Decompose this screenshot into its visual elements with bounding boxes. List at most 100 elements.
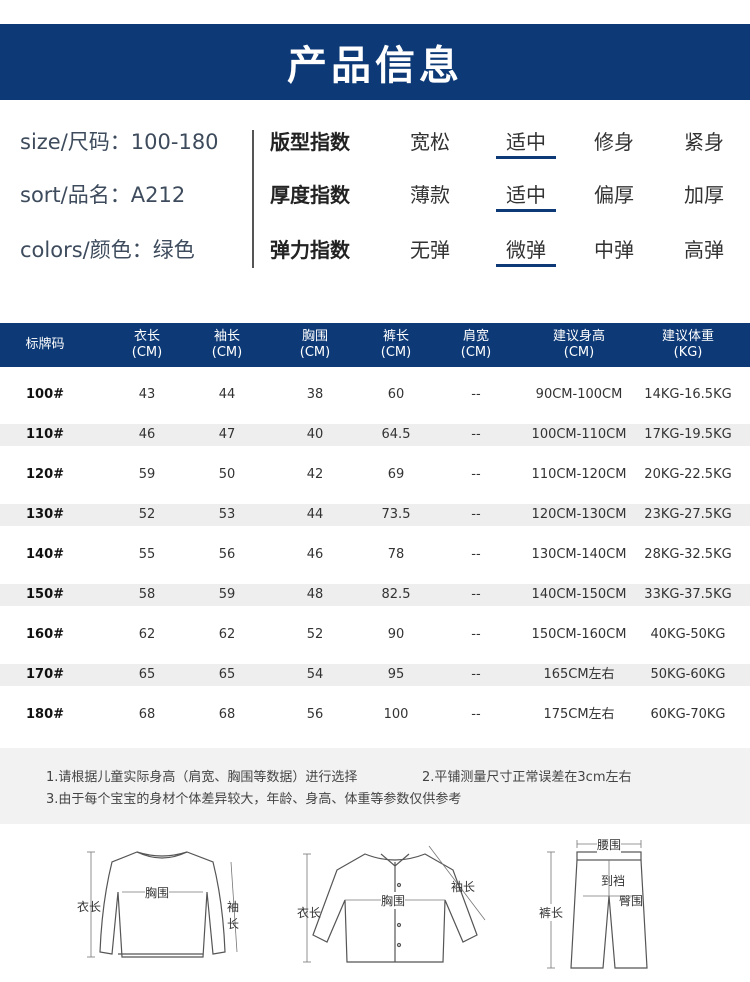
cell-height: 150CM-160CM (531, 627, 627, 642)
cell-size-code: 150# (25, 587, 65, 602)
table-row: 100# 43 44 38 60 -- 90CM-100CM 14KG-16.5KG (0, 384, 750, 406)
page-title: 产品信息 (287, 43, 463, 89)
header-unit: (CM) (380, 345, 412, 360)
cell-weight: 17KG-19.5KG (644, 427, 732, 442)
cell-shoulder: -- (471, 467, 481, 482)
product-info: size/尺码：100-180 sort/品名：A212 colors/颜色：绿… (0, 112, 750, 272)
cell-length: 65 (138, 667, 156, 682)
pants-illustration (547, 840, 648, 969)
note-2: 2.平铺测量尺寸正常误差在3cm左右 (422, 770, 632, 785)
header-chest: 胸围 (CM) (278, 323, 352, 367)
jacket-length-label: 衣长 (297, 906, 322, 920)
elasticity-index-label: 弹力指数 (270, 238, 350, 262)
note-1: 1.请根据儿童实际身高（肩宽、胸围等数据）进行选择 (46, 770, 358, 785)
cell-height: 165CM左右 (543, 667, 615, 682)
cell-pants-length: 73.5 (381, 507, 411, 522)
jacket-sleeve-label: 袖长 (451, 880, 476, 894)
cell-length: 68 (138, 707, 156, 722)
cell-weight: 14KG-16.5KG (644, 387, 732, 402)
header-unit: (CM) (131, 345, 163, 360)
cell-height: 110CM-120CM (531, 467, 627, 482)
header-weight: 建议体重 (KG) (636, 323, 740, 367)
table-row: 180# 68 68 56 100 -- 175CM左右 60KG-70KG (0, 704, 750, 726)
cell-chest: 46 (306, 547, 324, 562)
cell-weight: 40KG-50KG (650, 627, 726, 642)
header-text: 肩宽 (462, 329, 489, 344)
cell-length: 58 (138, 587, 156, 602)
table-row: 120# 59 50 42 69 -- 110CM-120CM 20KG-22.5KG (0, 464, 750, 486)
pants-diagram: 腰围 到裆 臀围 裤长 (535, 836, 665, 976)
header-text: 胸围 (301, 329, 328, 344)
shirt-chest-label: 胸围 (145, 884, 170, 901)
cell-shoulder: -- (471, 627, 481, 642)
fit-option-selected: 适中 (496, 126, 556, 159)
cell-height: 175CM左右 (543, 707, 615, 722)
pants-length-label: 裤长 (539, 904, 564, 921)
title-banner: 产品信息 (0, 24, 750, 100)
color-info: colors/颜色：绿色 (20, 234, 195, 264)
cell-weight: 23KG-27.5KG (644, 507, 732, 522)
header-length: 衣长 (CM) (110, 323, 184, 367)
cell-shoulder: -- (471, 387, 481, 402)
size-value: 100-180 (130, 130, 219, 154)
cell-height: 100CM-110CM (531, 427, 627, 442)
header-text: 建议体重 (661, 329, 714, 344)
elasticity-option-selected: 微弹 (496, 234, 556, 267)
elasticity-option: 中弹 (594, 238, 634, 262)
table-row: 130# 52 53 44 73.5 -- 120CM-130CM 23KG-27.5KG (0, 504, 750, 526)
cell-weight: 20KG-22.5KG (644, 467, 732, 482)
thickness-index-label: 厚度指数 (270, 183, 350, 207)
header-unit: (CM) (211, 345, 243, 360)
thickness-option: 薄款 (410, 183, 450, 207)
note-3: 3.由于每个宝宝的身材个体差异较大，年龄、身高、体重等参数仅供参考 (46, 792, 462, 807)
cell-shoulder: -- (471, 507, 481, 522)
jacket-chest-label: 胸围 (381, 892, 406, 909)
pants-rise-label: 到裆 (601, 874, 626, 888)
elasticity-option: 无弹 (410, 238, 450, 262)
header-sleeve: 袖长 (CM) (190, 323, 264, 367)
divider (252, 130, 254, 268)
cell-chest: 40 (306, 427, 324, 442)
cell-pants-length: 90 (387, 627, 405, 642)
cell-chest: 48 (306, 587, 324, 602)
cell-chest: 54 (306, 667, 324, 682)
cell-sleeve: 50 (218, 467, 236, 482)
header-unit: (CM) (460, 345, 492, 360)
cell-weight: 33KG-37.5KG (644, 587, 732, 602)
cell-shoulder: -- (471, 587, 481, 602)
header-shoulder: 肩宽 (CM) (439, 323, 513, 367)
cell-pants-length: 64.5 (381, 427, 411, 442)
sort-value: A212 (130, 183, 186, 207)
size-table-header: 标牌码 衣长 (CM) 袖长 (CM) 胸围 (CM) 裤长 (CM) 肩宽 (CM) 建… (0, 323, 750, 367)
size-info: size/尺码：100-180 (20, 126, 219, 156)
cell-length: 52 (138, 507, 156, 522)
thickness-option: 加厚 (684, 183, 724, 207)
cell-size-code: 170# (25, 667, 65, 682)
cell-size-code: 160# (25, 627, 65, 642)
fit-index-label: 版型指数 (270, 130, 350, 154)
cell-pants-length: 95 (387, 667, 405, 682)
thickness-option: 偏厚 (594, 183, 634, 207)
table-row: 110# 46 47 40 64.5 -- 100CM-110CM 17KG-19.5KG (0, 424, 750, 446)
sort-label: sort/品名： (20, 183, 131, 207)
shirt-length-label: 衣长 (77, 900, 102, 914)
header-unit: (KG) (673, 345, 703, 360)
notes-panel: 1.请根据儿童实际身高（肩宽、胸围等数据）进行选择 2.平铺测量尺寸正常误差在3… (0, 748, 750, 824)
cell-height: 140CM-150CM (531, 587, 627, 602)
jacket-diagram: 衣长 胸围 袖长 (295, 840, 495, 975)
cell-length: 62 (138, 627, 156, 642)
pants-waist-label: 腰围 (597, 836, 622, 853)
header-unit: (CM) (299, 345, 331, 360)
cell-length: 55 (138, 547, 156, 562)
shirt-diagram: 衣长 胸围 袖长 (75, 842, 250, 972)
fit-option: 紧身 (684, 130, 724, 154)
table-row: 150# 58 59 48 82.5 -- 140CM-150CM 33KG-37.5KG (0, 584, 750, 606)
cell-sleeve: 53 (218, 507, 236, 522)
cell-chest: 44 (306, 507, 324, 522)
elasticity-option: 高弹 (684, 238, 724, 262)
table-row: 140# 55 56 46 78 -- 130CM-140CM 28KG-32.5KG (0, 544, 750, 566)
cell-pants-length: 60 (387, 387, 405, 402)
color-value: 绿色 (152, 238, 195, 262)
header-unit: (CM) (563, 345, 595, 360)
cell-size-code: 100# (25, 387, 65, 402)
